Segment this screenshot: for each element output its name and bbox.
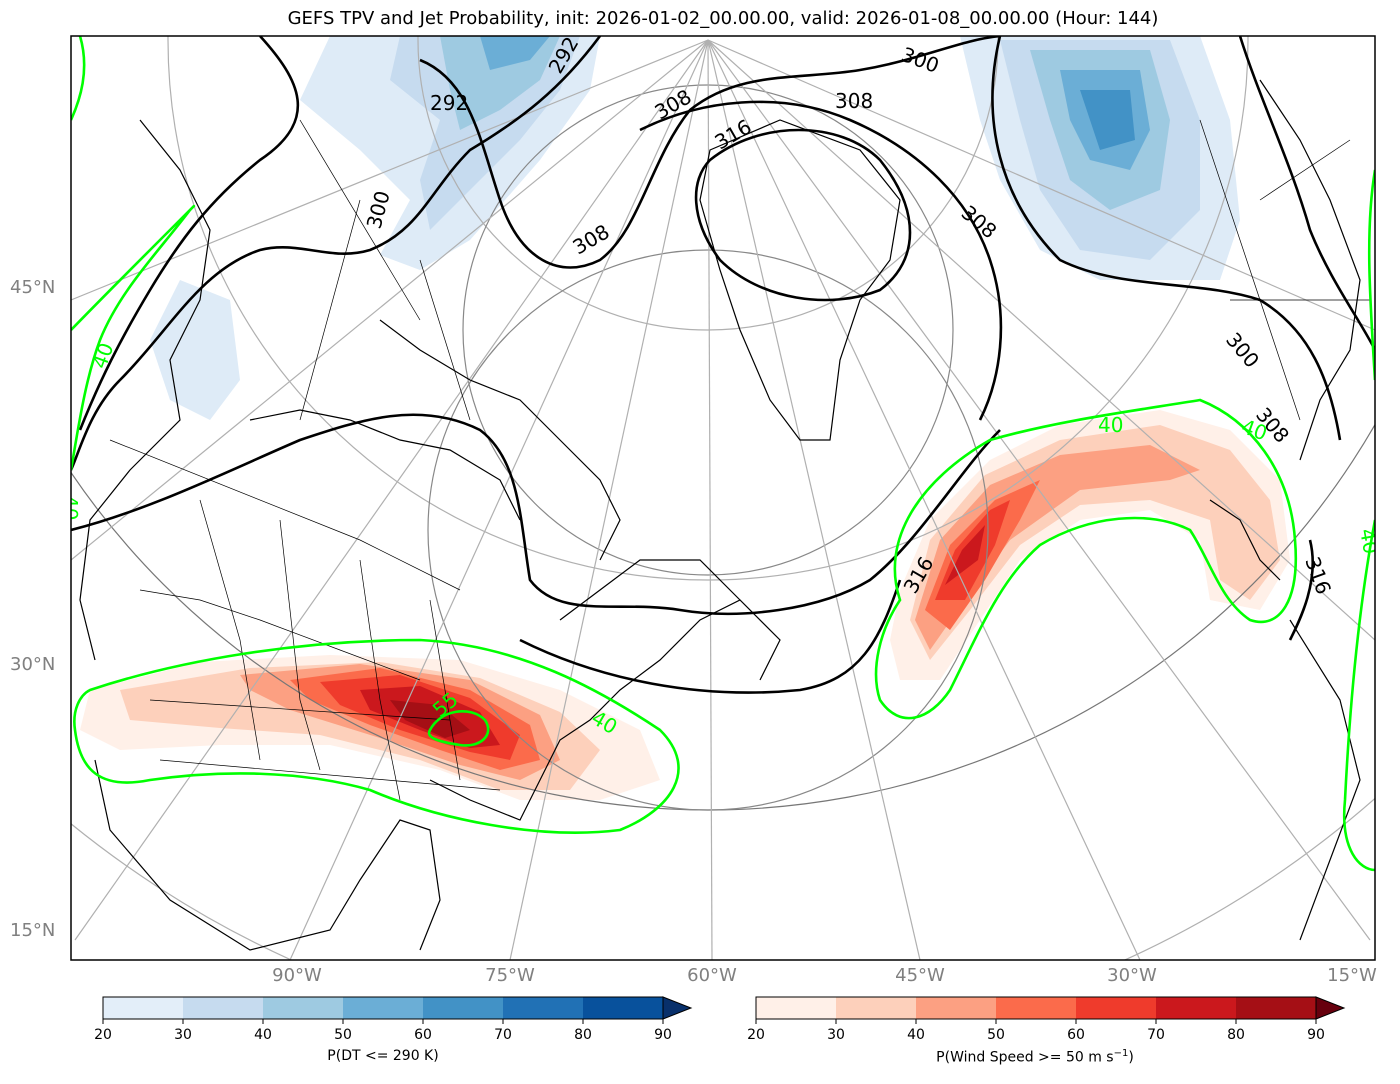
dt-colorbar-label: P(DT <= 290 K) [327,1048,439,1064]
dt-tick: 50 [334,1027,352,1043]
wind-probability-shading [80,410,1290,800]
wind-tick: 20 [747,1027,765,1043]
colorbar-extend-arrow [1315,996,1346,1020]
colorbar-segment [1076,997,1156,1019]
borders [109,119,1370,801]
colorbar-segment [1156,997,1236,1019]
lon-label-75w: 75°W [485,965,535,986]
jet-contours [71,36,1375,872]
colorbar-segment [503,997,583,1019]
colorbar-segment [263,997,343,1019]
colorbar-frame [755,996,1317,1020]
dt-tick: 40 [254,1027,272,1043]
colorbar-segment [343,997,423,1019]
theta-label: 308 [835,89,873,113]
lat-label-45n: 45°N [10,277,56,298]
colorbar-segment [996,997,1076,1019]
wind-tick: 40 [907,1027,925,1043]
dt-tick: 90 [654,1027,672,1043]
wind-colorbar-label: P(Wind Speed >= 50 m s−1) [936,1048,1134,1066]
jet-label: 40 [1355,527,1383,556]
dt-tick: 30 [174,1027,192,1043]
dt-tick: 80 [574,1027,592,1043]
lon-label-15w: 15°W [1327,965,1377,986]
dt-tick: 70 [494,1027,512,1043]
dt-tick: 20 [94,1027,112,1043]
colorbar-extend-arrow [662,996,693,1020]
wind-tick: 60 [1067,1027,1085,1043]
wind-tick: 70 [1147,1027,1165,1043]
colorbar-dt [102,996,693,1024]
colorbar-segment [1236,997,1316,1019]
wind-tick: 90 [1307,1027,1325,1043]
lat-label-15n: 15°N [10,920,56,941]
dt-tick: 60 [414,1027,432,1043]
colorbar-segment [916,997,996,1019]
colorbar-frame [102,996,664,1020]
colorbar-segment [836,997,916,1019]
colorbar-segment [423,997,503,1019]
lon-label-90w: 90°W [272,965,322,986]
lon-label-60w: 60°W [687,965,737,986]
dt-probability-shading [150,36,1240,420]
wind-tick: 30 [827,1027,845,1043]
colorbar-segment [183,997,263,1019]
colorbar-segment [756,997,836,1019]
wind-tick: 80 [1227,1027,1245,1043]
lon-label-30w: 30°W [1107,965,1157,986]
figure-title: GEFS TPV and Jet Probability, init: 2026… [287,8,1159,29]
wind-tick: 50 [987,1027,1005,1043]
theta-contours [71,36,1375,694]
coastlines [79,79,1361,951]
jet-label: 40 [1098,413,1123,437]
jet-label: 40 [58,495,82,520]
colorbar-segment [103,997,183,1019]
map-layers: 292 292 300 300 308 308 316 308 308 316 … [58,36,1383,960]
lon-label-45w: 45°W [895,965,945,986]
lat-label-30n: 30°N [10,654,56,675]
colorbar-wind [755,996,1346,1024]
theta-label: 292 [430,91,468,115]
graticule [71,36,1375,960]
colorbar-segment [583,997,663,1019]
map-frame [70,35,1376,961]
